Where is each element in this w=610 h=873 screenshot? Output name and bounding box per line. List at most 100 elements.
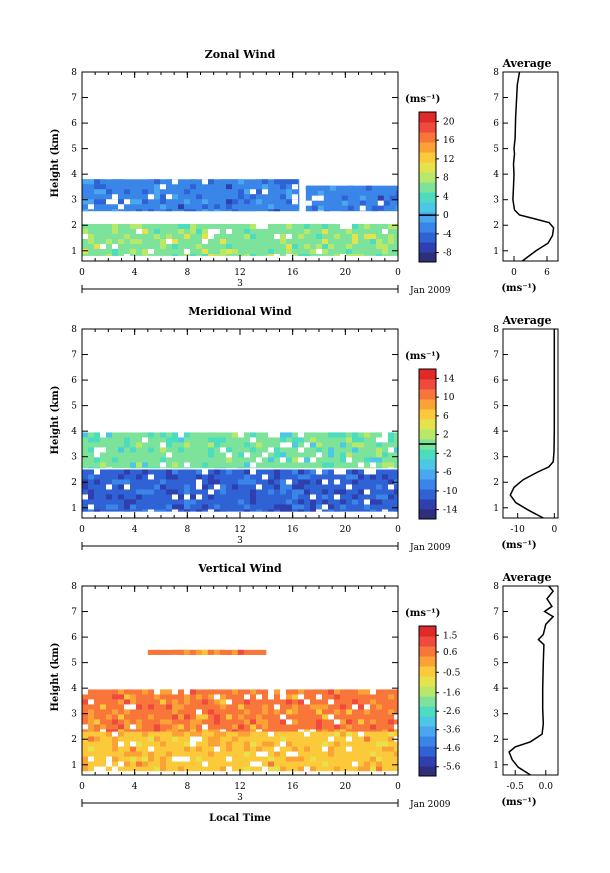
heatmap-cell — [94, 761, 100, 767]
heatmap-cell — [292, 699, 298, 705]
heatmap-gap — [82, 724, 88, 730]
heatmap-cell — [376, 474, 382, 480]
heatmap-cell — [370, 719, 376, 725]
heatmap-cell — [214, 209, 220, 212]
heatmap-cell — [196, 243, 202, 249]
heatmap-cell — [358, 766, 364, 772]
heatmap-cell — [244, 432, 250, 438]
heatmap-cell — [160, 437, 166, 443]
heatmap-cell — [226, 741, 232, 747]
heatmap-cell — [286, 432, 292, 438]
heatmap-cell — [202, 199, 208, 205]
heatmap-cell — [160, 447, 166, 453]
heatmap-cell — [178, 437, 184, 443]
heatmap-gap — [124, 199, 130, 205]
heatmap-gap — [256, 223, 262, 229]
heatmap-cell — [124, 442, 130, 448]
heatmap-cell — [202, 462, 208, 468]
heatmap-gap — [124, 253, 130, 256]
heatmap-gap — [358, 462, 364, 468]
heatmap-cell — [244, 204, 250, 210]
heatmap-cell — [196, 719, 202, 725]
heatmap-cell — [226, 248, 232, 254]
heatmap-cell — [106, 474, 112, 480]
heatmap-cell — [250, 447, 256, 453]
heatmap-cell — [382, 729, 388, 732]
heatmap-gap — [166, 452, 172, 458]
heatmap-cell — [82, 248, 88, 254]
heatmap-cell — [82, 179, 88, 185]
heatmap-cell — [112, 179, 118, 185]
heatmap-gap — [184, 248, 190, 254]
heatmap-cell — [238, 761, 244, 767]
heatmap-gap — [358, 731, 364, 737]
average-profile-line — [508, 585, 555, 776]
heatmap-cell — [124, 238, 130, 244]
heatmap-cell — [394, 756, 398, 762]
heatmap-cell — [328, 756, 334, 762]
heatmap-cell — [112, 704, 118, 710]
heatmap-cell — [154, 452, 160, 458]
heatmap-cell — [94, 509, 100, 512]
heatmap-cell — [358, 469, 364, 475]
heatmap-cell — [208, 729, 214, 732]
heatmap-cell — [88, 751, 94, 757]
heatmap-cell — [112, 709, 118, 715]
heatmap-cell — [310, 437, 316, 443]
heatmap-cell — [304, 243, 310, 249]
heatmap-cell — [322, 452, 328, 458]
heatmap-cell — [334, 489, 340, 495]
heatmap-cell — [292, 489, 298, 495]
heatmap-gap — [208, 228, 214, 234]
average-x-tick-label: 0.0 — [539, 782, 554, 792]
heatmap-cell — [112, 489, 118, 495]
heatmap-cell — [262, 457, 268, 463]
heatmap-gap — [124, 484, 130, 490]
heatmap-cell — [286, 462, 292, 468]
heatmap-cell — [190, 253, 196, 256]
heatmap-cell — [160, 199, 166, 205]
heatmap-cell — [232, 761, 238, 767]
colorbar-tick-label: 8 — [443, 174, 449, 184]
heatmap-cell — [178, 714, 184, 720]
heatmap-cell — [250, 741, 256, 747]
heatmap-cell — [244, 494, 250, 500]
heatmap-cell — [196, 756, 202, 762]
heatmap-cell — [376, 761, 382, 767]
heatmap-cell — [280, 489, 286, 495]
heatmap-gap — [274, 704, 280, 710]
heatmap-cell — [311, 210, 318, 212]
heatmap-cell — [100, 179, 106, 185]
heatmap-cell — [274, 756, 280, 762]
heatmap-cell — [172, 504, 178, 510]
heatmap-cell — [118, 179, 124, 185]
colorbar-segment — [419, 676, 436, 687]
heatmap-cell — [322, 223, 328, 229]
heatmap-cell — [256, 509, 262, 512]
heatmap-cell — [352, 729, 358, 732]
heatmap-cell — [220, 504, 226, 510]
heatmap-cell — [334, 756, 340, 762]
heatmap-cell — [178, 494, 184, 500]
heatmap-gap — [292, 194, 298, 200]
heatmap-cell — [322, 724, 328, 730]
heatmap-cell — [250, 223, 256, 229]
heatmap-cell — [166, 442, 172, 448]
heatmap-cell — [178, 724, 184, 730]
colorbar-segment — [419, 399, 436, 410]
heatmap-cell — [292, 766, 298, 772]
heatmap-gap — [214, 484, 220, 490]
colorbar-tick-label: 12 — [443, 155, 454, 165]
colorbar-tick-label: -0.5 — [443, 668, 461, 678]
zonal-wind-title: Zonal Wind — [205, 48, 276, 61]
y-tick-label: 6 — [71, 119, 77, 129]
heatmap-cell — [172, 729, 178, 732]
x-tick-label: 0 — [79, 782, 85, 792]
colorbar-segment — [419, 202, 436, 213]
heatmap-cell — [334, 724, 340, 730]
heatmap-cell — [304, 746, 310, 752]
heatmap-cell — [160, 741, 166, 747]
heatmap-cell — [382, 484, 388, 490]
heatmap-cell — [172, 228, 178, 234]
